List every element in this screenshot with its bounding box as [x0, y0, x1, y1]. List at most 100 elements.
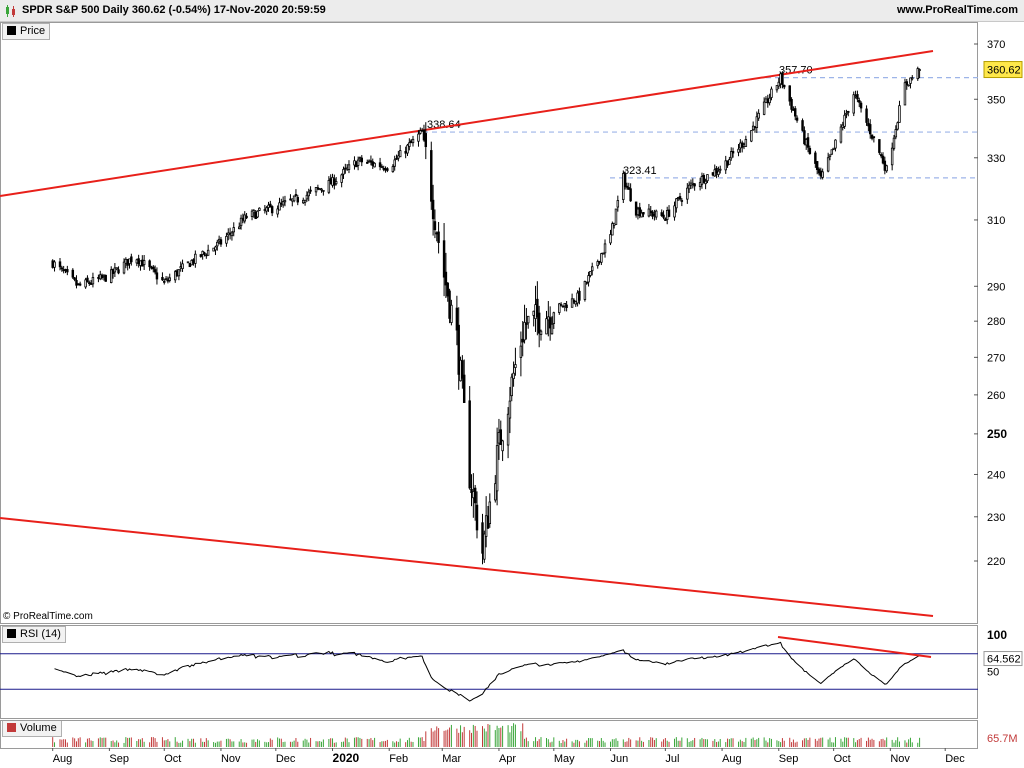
- chart-area[interactable]: 370 350 330 310 290 280 270 260 250 240 230 220 Aug S…: [0, 22, 1024, 768]
- candle-body: [623, 173, 627, 188]
- price-y-tick-label: 310: [987, 215, 1005, 227]
- candle-body: [307, 191, 310, 197]
- candle-body: [378, 162, 382, 168]
- candle-body: [411, 138, 415, 144]
- candle-body: [314, 187, 318, 193]
- candle-body: [559, 304, 563, 307]
- candle-body: [239, 217, 243, 227]
- candle-body: [691, 182, 695, 185]
- candle-body: [854, 95, 857, 98]
- candle-body: [450, 304, 453, 323]
- candle-body: [916, 68, 919, 80]
- candle-body: [442, 240, 446, 278]
- candle-body: [435, 232, 438, 235]
- candle-body: [815, 161, 819, 170]
- x-axis-month-label: Apr: [499, 753, 516, 765]
- rsi-panel-label[interactable]: RSI (14): [2, 626, 66, 643]
- candle-body: [655, 210, 658, 218]
- candle-body: [177, 269, 181, 277]
- candle-body: [254, 211, 257, 220]
- rsi-line: [54, 641, 920, 702]
- candle-body: [532, 310, 535, 316]
- candle-body: [386, 168, 389, 171]
- candle-body: [303, 199, 307, 203]
- candle-body: [230, 232, 234, 237]
- candle-body: [704, 180, 707, 185]
- candle-body: [918, 69, 921, 71]
- price-y-tick-label: 350: [987, 94, 1005, 106]
- candle-body: [318, 188, 321, 191]
- candle-body: [444, 271, 448, 286]
- candle-body: [104, 274, 107, 282]
- price-panel-label[interactable]: Price: [2, 23, 51, 40]
- candle-body: [783, 84, 786, 88]
- candle-body: [174, 271, 177, 281]
- candle-body: [905, 81, 909, 86]
- candle-body: [576, 292, 579, 304]
- candle-body: [53, 261, 56, 268]
- candle-body: [292, 195, 296, 202]
- candle-body: [832, 147, 835, 150]
- price-y-tick-label: 240: [987, 469, 1005, 481]
- candle-body: [446, 282, 449, 297]
- candle-body: [472, 491, 475, 499]
- candle-body: [545, 318, 548, 335]
- candle-body: [563, 302, 567, 307]
- candle-body: [99, 274, 102, 280]
- price-y-tick-label: 280: [987, 316, 1005, 328]
- candle-body: [525, 322, 528, 325]
- candle-body: [647, 208, 651, 217]
- candle-body: [667, 209, 671, 217]
- candle-body: [100, 274, 104, 278]
- x-axis-month-label: Sep: [779, 753, 799, 765]
- copyright-text: © ProRealTime.com: [3, 611, 93, 622]
- candle-body: [353, 160, 356, 166]
- volume-panel-label[interactable]: Volume: [2, 720, 62, 737]
- candle-body: [302, 199, 305, 204]
- candle-body: [267, 204, 270, 208]
- candle-body: [587, 275, 590, 283]
- candle-body: [256, 210, 259, 218]
- candle-body: [433, 221, 437, 231]
- candle-body: [717, 170, 720, 176]
- candle-body: [228, 232, 232, 235]
- candle-body: [589, 271, 592, 276]
- candle-body: [686, 187, 689, 200]
- candle-body: [97, 277, 100, 279]
- candle-body: [537, 312, 541, 334]
- candle-body: [486, 515, 490, 529]
- candle-body: [347, 164, 351, 170]
- candle-body: [431, 199, 435, 220]
- candle-body: [397, 155, 400, 159]
- candle-body: [334, 181, 338, 185]
- candle-body: [373, 162, 376, 168]
- candle-body: [501, 440, 504, 452]
- candle-body: [212, 247, 215, 252]
- candle-body: [596, 261, 599, 267]
- rsi-last-label: 64.562: [987, 654, 1021, 666]
- candle-body: [437, 231, 440, 243]
- candle-body: [309, 189, 312, 192]
- candle-body: [814, 152, 817, 164]
- candle-body: [470, 488, 473, 494]
- rsi-divergence-trendline: [777, 636, 932, 658]
- candle-body: [484, 515, 488, 537]
- price-panel-frame: [0, 22, 978, 624]
- candle-body: [345, 167, 349, 170]
- candle-body: [640, 212, 643, 218]
- candle-body: [166, 279, 170, 282]
- candle-body: [395, 157, 398, 160]
- candle-body: [424, 133, 428, 148]
- candle-body: [879, 154, 883, 157]
- candle-body: [175, 270, 179, 276]
- candle-body: [693, 183, 696, 187]
- candle-body: [523, 321, 526, 341]
- candle-body: [179, 266, 182, 269]
- candle-body: [329, 178, 332, 185]
- candle-body: [422, 129, 426, 141]
- candle-body: [494, 483, 497, 501]
- candle-body: [519, 345, 523, 358]
- volume-swatch-icon: [7, 723, 16, 732]
- candle-body: [660, 212, 663, 216]
- candle-body: [84, 279, 87, 288]
